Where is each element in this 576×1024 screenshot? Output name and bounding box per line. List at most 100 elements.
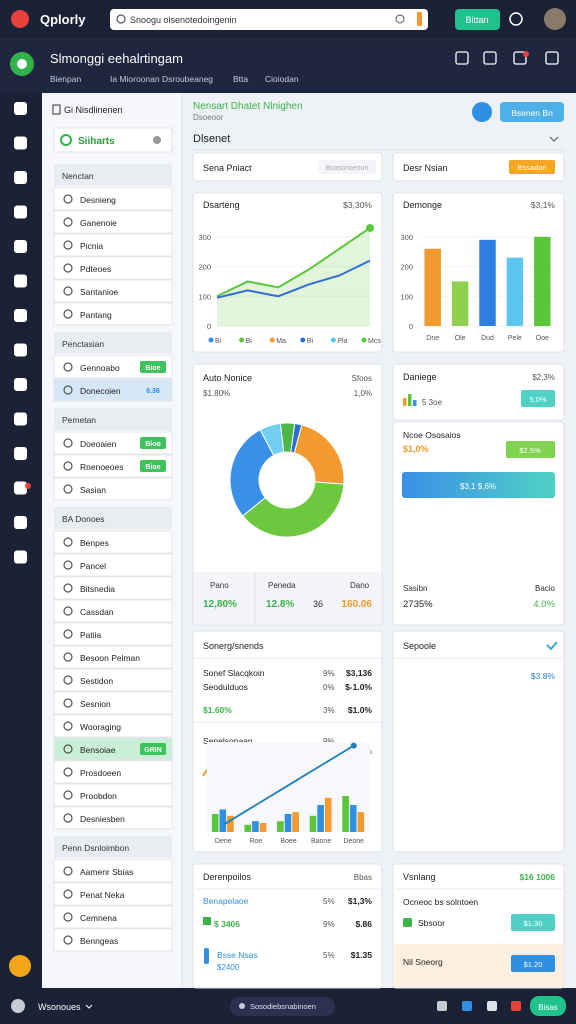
nav-item[interactable] xyxy=(53,714,173,738)
rail-icon[interactable] xyxy=(14,481,27,495)
badge-label: GRIN xyxy=(144,747,162,754)
nav-item[interactable] xyxy=(53,760,173,784)
input[interactable] xyxy=(318,160,376,174)
legend-dot xyxy=(239,337,245,343)
nav-label[interactable]: Bitsnedia xyxy=(80,584,115,594)
nav-label[interactable]: Aamenr Sbias xyxy=(80,867,133,877)
nav-label[interactable]: Ganenoie xyxy=(80,218,117,228)
nav-label[interactable]: Proobdon xyxy=(80,791,117,801)
rail-icon[interactable] xyxy=(14,550,27,564)
nav-item[interactable] xyxy=(53,477,173,501)
nav-label[interactable]: Pantang xyxy=(80,310,112,320)
nav-item[interactable] xyxy=(53,187,173,211)
button-label[interactable]: Bsenen Bn xyxy=(511,108,553,118)
nav-label[interactable]: Prosdoeen xyxy=(80,768,121,778)
icon[interactable] xyxy=(462,1001,472,1011)
nav-item[interactable]: Dsroubeaneg xyxy=(162,74,213,84)
nav-item[interactable] xyxy=(53,645,173,669)
nav-label[interactable]: Rnenoeoes xyxy=(80,462,123,472)
nav-item[interactable] xyxy=(53,905,173,929)
nav-item[interactable] xyxy=(53,928,173,952)
nav-label[interactable]: Besoon Pelman xyxy=(80,653,140,663)
nav-item[interactable]: Bienpan xyxy=(50,74,81,84)
rail-icon[interactable] xyxy=(14,102,27,115)
nav-item[interactable] xyxy=(53,378,173,402)
rail-icon[interactable] xyxy=(14,343,27,357)
badge[interactable] xyxy=(511,914,555,931)
nav-label[interactable]: Patiia xyxy=(80,630,102,640)
nav-label[interactable]: Gennoabo xyxy=(80,363,120,373)
nav-label[interactable]: Penat Neka xyxy=(80,890,125,900)
nav-item[interactable] xyxy=(53,622,173,646)
search-box[interactable] xyxy=(110,9,428,30)
rail-icon[interactable] xyxy=(14,205,27,219)
nav-item[interactable] xyxy=(53,302,173,326)
nav-item[interactable]: Cioiodan xyxy=(265,74,299,84)
badge[interactable] xyxy=(511,955,555,972)
nav-item[interactable]: Btta xyxy=(233,74,248,84)
nav-item[interactable] xyxy=(53,233,173,257)
nav-label[interactable]: Desniesben xyxy=(80,814,125,824)
nav-item[interactable] xyxy=(53,279,173,303)
nav-label[interactable]: Sasian xyxy=(80,485,106,495)
nav-label[interactable]: Benngeas xyxy=(80,936,118,946)
nav-item[interactable] xyxy=(53,859,173,883)
badge-label[interactable]: $1.20 xyxy=(524,960,543,969)
nav-label[interactable]: Sestidon xyxy=(80,676,113,686)
rail-icon[interactable] xyxy=(14,240,27,253)
nav-label[interactable]: Cassdan xyxy=(80,607,114,617)
nav-label[interactable]: Doeoaien xyxy=(80,439,117,449)
nav-item[interactable] xyxy=(53,576,173,600)
section-header xyxy=(54,836,172,858)
nav-label[interactable]: Sesnion xyxy=(80,699,111,709)
placeholder[interactable]: Bsosonoeoon xyxy=(326,165,369,172)
rail-icon[interactable] xyxy=(14,309,27,322)
user-name[interactable]: Wsonoues xyxy=(38,1002,81,1012)
row-value: 3% xyxy=(323,706,335,715)
x-tick-label: Dud xyxy=(481,335,494,342)
nav-label[interactable]: Benpes xyxy=(80,538,109,548)
nav-label[interactable]: Picnia xyxy=(80,241,103,251)
rail-icon[interactable] xyxy=(14,378,27,391)
nav-label[interactable]: Bensoiae xyxy=(80,745,116,755)
mini-bar xyxy=(413,400,417,406)
rail-icon[interactable] xyxy=(14,274,27,288)
sidebar-active-label[interactable]: Siiharts xyxy=(78,136,115,147)
nav-item[interactable] xyxy=(53,668,173,692)
icon xyxy=(63,606,73,616)
rail-icon[interactable] xyxy=(14,171,27,184)
icon[interactable] xyxy=(437,1001,447,1011)
nav-item[interactable] xyxy=(53,599,173,623)
rail-icon[interactable] xyxy=(14,412,27,426)
x-tick-label: Deone xyxy=(343,838,364,845)
nav-label[interactable]: Donecoien xyxy=(80,386,121,396)
nav-item[interactable] xyxy=(53,691,173,715)
button[interactable] xyxy=(530,996,566,1016)
badge-label[interactable]: $1.30 xyxy=(524,919,543,928)
nav-label[interactable]: Wooraging xyxy=(80,722,121,732)
nav-item[interactable] xyxy=(53,553,173,577)
rail-icon[interactable] xyxy=(14,136,27,150)
search-text[interactable]: Snoogu olsenotedoingenin xyxy=(130,15,237,25)
nav-item[interactable] xyxy=(53,806,173,830)
icon[interactable] xyxy=(511,1001,521,1011)
nav-label[interactable]: Santanioe xyxy=(80,287,119,297)
button-label[interactable]: Bittan xyxy=(465,15,488,25)
nav-item[interactable] xyxy=(53,256,173,280)
nav-item[interactable] xyxy=(53,530,173,554)
nav-item[interactable]: Ia Mioroonan xyxy=(110,74,160,84)
sidebar-active[interactable] xyxy=(53,127,173,153)
nav-label[interactable]: Desnieng xyxy=(80,195,116,205)
nav-label[interactable]: Cemnena xyxy=(80,913,117,923)
rail-icon[interactable] xyxy=(14,447,27,460)
nav-item[interactable] xyxy=(53,783,173,807)
nav-label[interactable]: Pdteoes xyxy=(80,264,111,274)
rail-icon[interactable] xyxy=(14,516,27,529)
icon[interactable] xyxy=(487,1001,497,1011)
button-label[interactable]: Bisas xyxy=(538,1003,558,1012)
button[interactable] xyxy=(500,102,564,122)
button[interactable] xyxy=(455,9,500,30)
nav-item[interactable] xyxy=(53,210,173,234)
nav-label[interactable]: Pancel xyxy=(80,561,106,571)
nav-item[interactable] xyxy=(53,882,173,906)
